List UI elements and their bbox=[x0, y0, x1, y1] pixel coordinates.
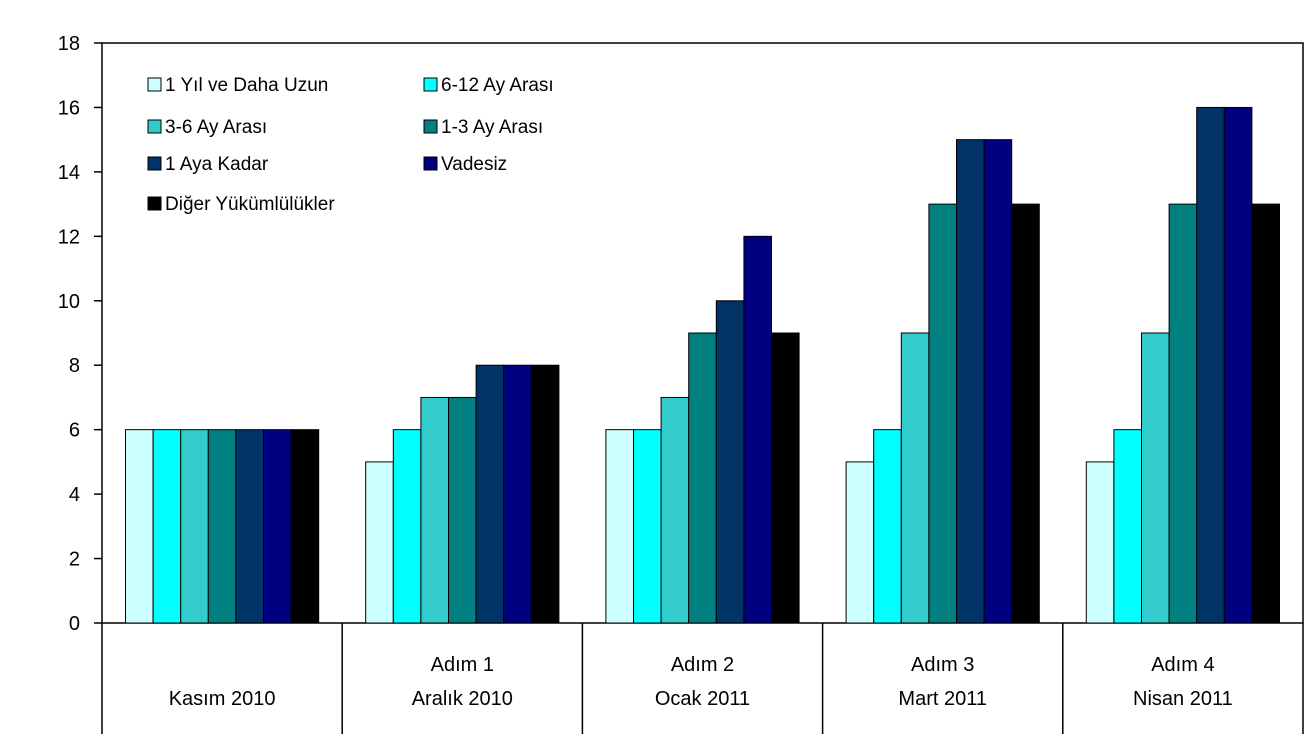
legend-swatch bbox=[423, 156, 438, 171]
legend-swatch bbox=[147, 196, 162, 211]
bar bbox=[983, 139, 1013, 624]
legend-label: Diğer Yükümlülükler bbox=[165, 194, 335, 215]
bar bbox=[207, 429, 237, 624]
bar bbox=[1168, 203, 1198, 624]
legend-swatch bbox=[147, 156, 162, 171]
category-label-step: Adım 3 bbox=[911, 654, 974, 676]
y-tick-label: 2 bbox=[69, 549, 80, 571]
bar bbox=[1251, 203, 1281, 624]
bar bbox=[873, 429, 902, 624]
bar bbox=[1011, 203, 1040, 624]
bar bbox=[900, 332, 930, 624]
y-tick-label: 6 bbox=[69, 420, 80, 442]
bar bbox=[448, 396, 477, 624]
bar bbox=[125, 429, 154, 624]
bar bbox=[771, 332, 800, 624]
y-tick-label: 12 bbox=[58, 226, 80, 248]
x-axis: Kasım 2010 Adım 1 Aralık 2010 Adım 2 Ocak 20… bbox=[101, 623, 1304, 734]
y-tick-label: 16 bbox=[58, 97, 80, 119]
bar bbox=[530, 364, 560, 624]
legend-swatch bbox=[423, 77, 438, 92]
bar bbox=[660, 396, 690, 624]
bar bbox=[365, 461, 394, 624]
legend-label: 1 Aya Kadar bbox=[165, 154, 269, 175]
legend-label: 6-12 Ay Arası bbox=[441, 75, 554, 96]
y-axis: 0 2 4 6 8 10 12 14 16 18 bbox=[58, 33, 102, 635]
bar bbox=[392, 429, 422, 624]
legend-swatch bbox=[147, 119, 162, 134]
bar bbox=[605, 429, 635, 624]
bar bbox=[845, 461, 875, 624]
y-tick-label: 4 bbox=[69, 484, 80, 506]
bar bbox=[1141, 332, 1170, 624]
legend: 1 Yıl ve Daha Uzun 6-12 Ay Arası 3-6 Ay Ar… bbox=[147, 75, 554, 215]
y-tick-label: 10 bbox=[58, 291, 80, 313]
bar bbox=[715, 300, 745, 624]
bar bbox=[1113, 429, 1143, 624]
bar bbox=[1223, 106, 1253, 624]
bar bbox=[420, 396, 449, 624]
bar bbox=[180, 429, 209, 624]
bar bbox=[290, 429, 320, 624]
y-tick-label: 14 bbox=[58, 162, 80, 184]
y-tick-label: 0 bbox=[69, 613, 80, 635]
legend-swatch bbox=[423, 119, 438, 134]
category-label-date: Nisan 2011 bbox=[1133, 688, 1233, 710]
bar bbox=[633, 429, 662, 624]
bar bbox=[956, 139, 985, 624]
y-tick-label: 8 bbox=[69, 355, 80, 377]
bar bbox=[1196, 106, 1225, 624]
category-label-date: Ocak 2011 bbox=[655, 688, 750, 710]
category-label-step: Adım 1 bbox=[431, 654, 494, 676]
bar bbox=[688, 332, 717, 624]
bar bbox=[475, 364, 505, 624]
category-label-date: Mart 2011 bbox=[898, 688, 987, 710]
category-label-date: Aralık 2010 bbox=[412, 688, 513, 710]
bars bbox=[125, 106, 1281, 624]
bar bbox=[152, 429, 182, 624]
legend-label: 3-6 Ay Arası bbox=[165, 117, 267, 138]
y-tick-label: 18 bbox=[58, 33, 80, 55]
bar bbox=[743, 235, 773, 624]
bar bbox=[503, 364, 532, 624]
bar bbox=[235, 429, 264, 624]
category-label-step: Adım 4 bbox=[1151, 654, 1214, 676]
bar bbox=[1085, 461, 1115, 624]
bar bbox=[928, 203, 958, 624]
legend-label: Vadesiz bbox=[441, 154, 507, 175]
legend-label: 1 Yıl ve Daha Uzun bbox=[165, 75, 328, 96]
bar bbox=[263, 429, 292, 624]
legend-label: 1-3 Ay Arası bbox=[441, 117, 543, 138]
legend-swatch bbox=[147, 77, 162, 92]
category-label-step: Adım 2 bbox=[671, 654, 734, 676]
category-label-date: Kasım 2010 bbox=[169, 688, 276, 710]
